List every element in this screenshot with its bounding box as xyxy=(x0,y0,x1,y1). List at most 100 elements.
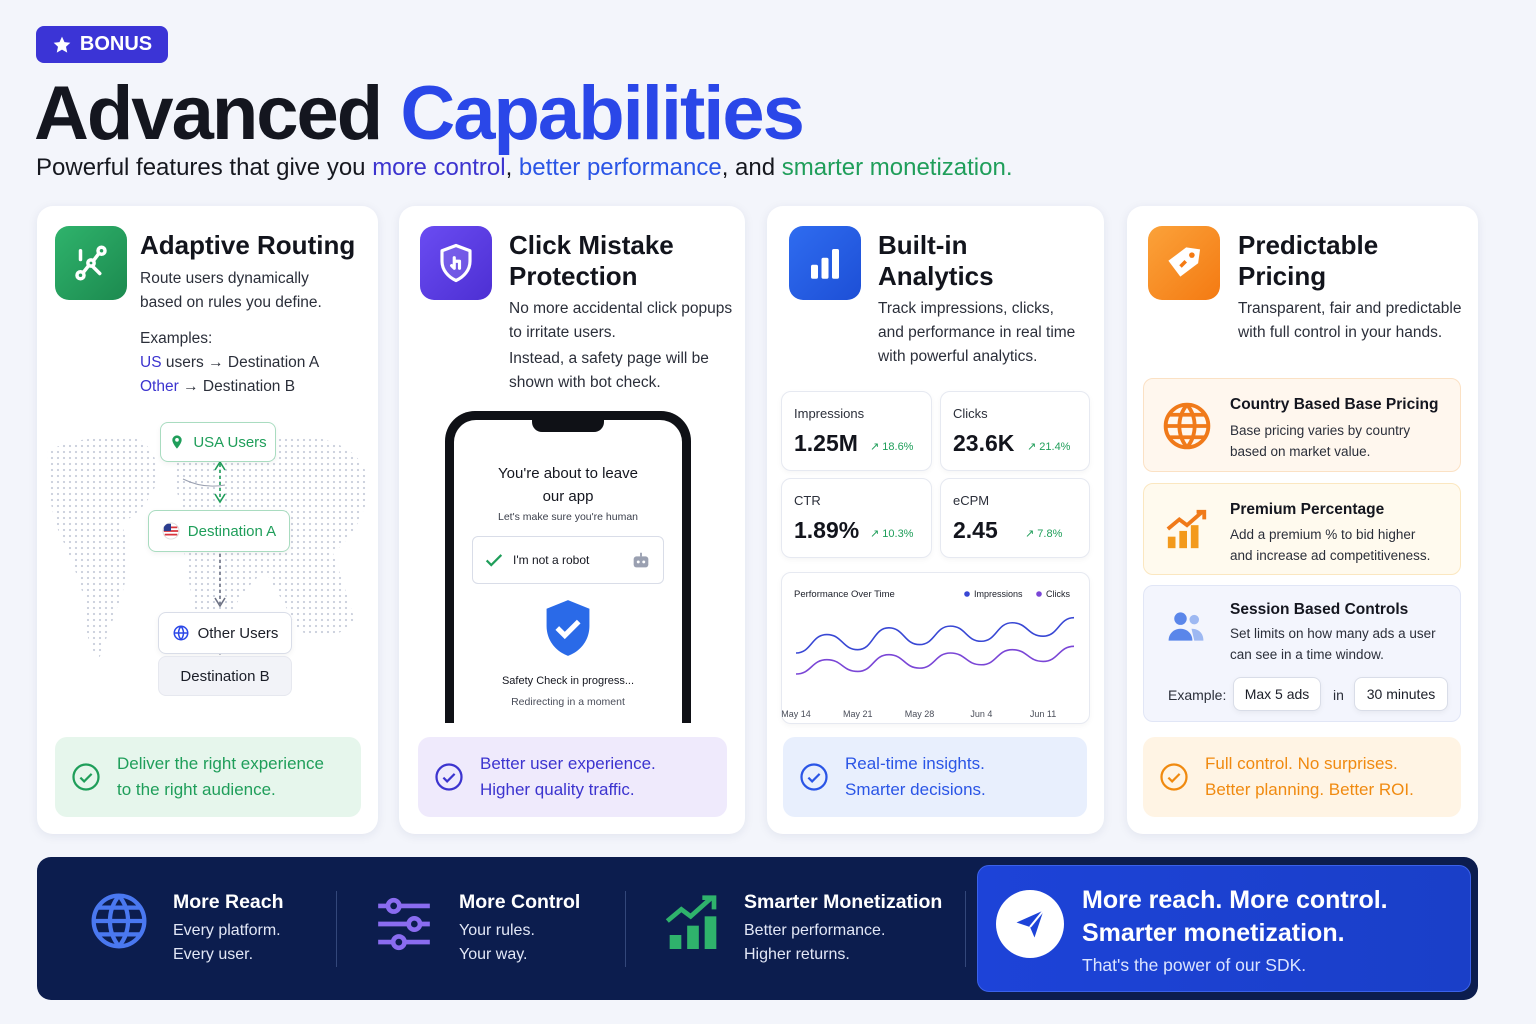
pricing-desc-1: Transparent, fair and predictable xyxy=(1238,300,1462,317)
stat-ctr: CTR 1.89% ↗ 10.3% xyxy=(781,478,932,558)
click-desc-1: No more accidental click popups xyxy=(509,300,733,317)
band-monetization-line-2: Higher returns. xyxy=(744,946,850,963)
phone-screen: You're about to leave our app Let's make … xyxy=(454,420,682,723)
session-desc-1: Set limits on how many ads a user xyxy=(1230,626,1436,641)
pricing-desc-2: with full control in your hands. xyxy=(1238,324,1443,341)
analytics-card: Built-in Analytics Track impressions, cl… xyxy=(767,206,1104,834)
phone-notch xyxy=(532,420,604,432)
session-desc-2: can see in a time window. xyxy=(1230,647,1384,662)
pricing-footer-line-1: Full control. No surprises. xyxy=(1205,754,1398,773)
sdk-promo-panel: More reach. More control. Smarter monetiz… xyxy=(977,865,1471,992)
stat-change: ↗ 18.6% xyxy=(870,441,914,453)
routing-title: Adaptive Routing xyxy=(140,230,356,260)
chart-title: Performance Over Time xyxy=(794,589,895,600)
stat-change: ↗ 7.8% xyxy=(1025,528,1063,540)
example-us-rest: users → Destination A xyxy=(165,354,320,371)
promo-line-2: Smarter monetization. xyxy=(1082,919,1345,947)
promo-line-1: More reach. More control. xyxy=(1082,886,1388,914)
max-ads-field[interactable]: Max 5 ads xyxy=(1233,677,1321,711)
human-check-sub: Let's make sure you're human xyxy=(498,511,638,523)
analytics-desc-1: Track impressions, clicks, xyxy=(878,300,1054,317)
subtitle-text: , xyxy=(505,154,519,181)
check-circle-icon xyxy=(800,763,828,791)
stat-impressions: Impressions 1.25M ↗ 18.6% xyxy=(781,391,932,471)
click-footer-line-2: Higher quality traffic. xyxy=(480,780,635,799)
node-dest-b-label: Destination B xyxy=(180,667,270,685)
star-icon xyxy=(53,36,71,53)
click-title-1: Click Mistake xyxy=(509,230,674,260)
band-separator xyxy=(625,891,626,967)
band-control-title: More Control xyxy=(459,891,581,913)
session-in-word: in xyxy=(1333,687,1344,703)
premium-desc-2: and increase ad competitiveness. xyxy=(1230,548,1431,563)
session-desc: Set limits on how many ads a user can see… xyxy=(1230,623,1455,665)
bonus-badge: BONUS xyxy=(36,26,168,63)
analytics-title-1: Built-in xyxy=(878,230,968,260)
stat-change: ↗ 10.3% xyxy=(870,528,914,540)
stat-label: Clicks xyxy=(953,406,988,421)
legend-label: Impressions xyxy=(974,589,1023,599)
adaptive-routing-card: Adaptive Routing Route users dynamically… xyxy=(37,206,378,834)
safety-progress: Safety Check in progress... xyxy=(501,675,635,687)
x-tick-label: May 14 xyxy=(782,709,811,719)
stat-label: eCPM xyxy=(953,493,990,508)
routing-icon xyxy=(55,226,127,300)
pricing-title-1: Predictable xyxy=(1238,230,1379,260)
captcha-box[interactable]: I'm not a robot xyxy=(472,536,664,584)
x-tick-label: May 21 xyxy=(843,709,873,719)
legend-swatch xyxy=(964,591,970,597)
leave-heading-1: You're about to leave xyxy=(498,465,638,482)
stat-label: CTR xyxy=(794,493,821,508)
performance-chart: Performance Over Time Impressions Clicks … xyxy=(781,572,1090,724)
country-desc-2: based on market value. xyxy=(1230,444,1371,459)
analytics-desc-2: and performance in real time xyxy=(878,324,1076,341)
band-more-reach: More Reach Every platform. Every user. xyxy=(37,857,337,1000)
page-title: Advanced Capabilities xyxy=(34,70,805,157)
session-example-label: Example: xyxy=(1168,687,1227,703)
stat-value: 2.45 xyxy=(953,517,998,543)
node-dest-a-label: Destination A xyxy=(187,522,277,540)
examples-label: Examples: xyxy=(140,330,213,347)
band-separator xyxy=(965,891,966,967)
promo-headline: More reach. More control. Smarter monetiz… xyxy=(1082,884,1388,950)
send-icon xyxy=(996,890,1064,958)
band-reach-title: More Reach xyxy=(173,891,284,913)
routing-desc-1: Route users dynamically xyxy=(140,270,309,287)
click-desc-3: Instead, a safety page will be xyxy=(509,350,709,367)
subtitle-highlight-monetization: smarter monetization. xyxy=(781,154,1013,181)
band-control-desc: Your rules. Your way. xyxy=(459,919,535,967)
x-tick-label: Jun 11 xyxy=(1030,709,1056,719)
growth-bars-icon xyxy=(1166,509,1207,549)
time-window-field[interactable]: 30 minutes xyxy=(1354,677,1448,711)
shield-hand-icon xyxy=(420,226,492,300)
band-more-control: More Control Your rules. Your way. xyxy=(337,857,627,1000)
checkmark-icon xyxy=(485,554,503,567)
stat-value: 1.25M xyxy=(794,430,858,456)
chart-svg: Performance Over Time Impressions Clicks … xyxy=(781,589,1075,719)
analytics-title-2: Analytics xyxy=(878,261,994,291)
example-us-key: US xyxy=(140,354,162,371)
stat-clicks: Clicks 23.6K ↗ 21.4% xyxy=(940,391,1090,471)
analytics-footer-line-1: Real-time insights. xyxy=(845,754,985,773)
click-desc-2: to irritate users. xyxy=(509,324,616,341)
sliders-icon xyxy=(378,897,430,951)
band-reach-line-2: Every user. xyxy=(173,946,254,963)
series-line-clicks xyxy=(795,645,1075,675)
premium-title: Premium Percentage xyxy=(1230,501,1385,518)
node-usa-label: USA Users xyxy=(193,433,267,451)
click-title-2: Protection xyxy=(509,261,638,291)
redirect-text: Redirecting in a moment xyxy=(511,696,625,708)
analytics-footer: Real-time insights. Smarter decisions. xyxy=(783,737,1087,817)
click-footer: Better user experience. Higher quality tr… xyxy=(418,737,727,817)
example-us: US users → Destination A xyxy=(140,351,319,375)
example-other-key: Other xyxy=(140,378,179,395)
band-separator xyxy=(336,891,337,967)
example-other-rest: → Destination B xyxy=(183,378,296,395)
legend-swatch xyxy=(1036,591,1042,597)
location-pin-icon xyxy=(172,435,182,449)
country-pricing-panel: Country Based Base Pricing Base pricing … xyxy=(1143,378,1461,472)
band-smarter-monetization: Smarter Monetization Better performance.… xyxy=(627,857,967,1000)
premium-desc: Add a premium % to bid higher and increas… xyxy=(1230,524,1455,566)
title-part-2: Capabilities xyxy=(400,71,805,156)
country-desc: Base pricing varies by country based on m… xyxy=(1230,420,1455,462)
